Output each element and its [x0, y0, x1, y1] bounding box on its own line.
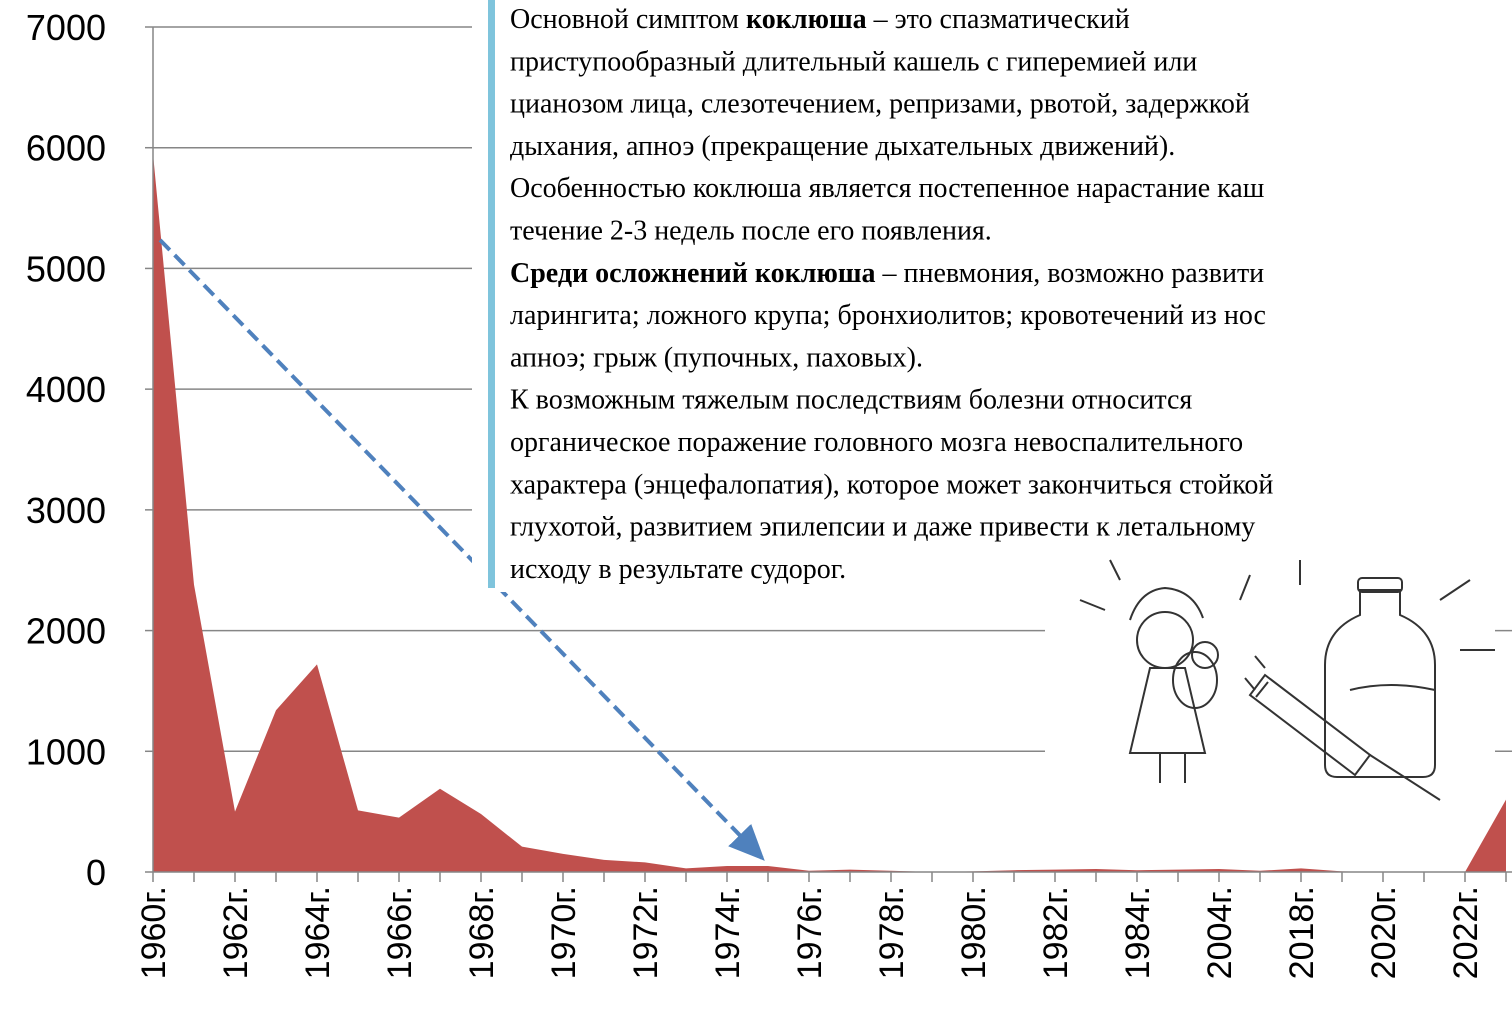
text-span: дыхания, апноэ (прекращение дыхательных …: [510, 131, 1175, 162]
text-span: К возможным тяжелым последствиям болезни…: [510, 385, 1192, 416]
page: 0 1000 2000 3000 4000 5000 6000 7000 1960г. 1962г…: [0, 0, 1512, 1028]
accent-bar: [488, 0, 495, 588]
y-tick-label: 0: [86, 852, 106, 893]
text-span: – пневмония, возможно развити: [876, 258, 1265, 289]
y-tick-label: 5000: [26, 248, 106, 289]
paragraph-line: ларингита; ложного крупа; бронхиолитов; …: [510, 300, 1266, 331]
x-tick-label: 1982г.: [1037, 886, 1075, 979]
x-tick-label: 1972г.: [627, 886, 665, 979]
x-tick-label: 1964г.: [299, 886, 337, 979]
text-span: апноэ; грыж (пупочных, паховых).: [510, 342, 923, 373]
x-tick-label: 1960г.: [135, 886, 173, 979]
text-span: Основной симптом: [510, 4, 746, 35]
illustration: [1045, 558, 1495, 810]
y-tick-label: 3000: [26, 490, 106, 531]
paragraph-line: Основной симптом коклюша – это спазматич…: [510, 4, 1130, 35]
x-tick-label: 1974г.: [709, 886, 747, 979]
text-span: характера (энцефалопатия), которое может…: [510, 469, 1273, 500]
y-tick-label: 1000: [26, 731, 106, 772]
paragraph-line: Среди осложнений коклюша – пневмония, во…: [510, 258, 1264, 289]
x-tick-label: 2022г.: [1447, 886, 1485, 979]
x-tick-label: 2004г.: [1201, 886, 1239, 979]
x-tick-label: 1966г.: [381, 886, 419, 979]
x-tick-label: 2018г.: [1283, 886, 1321, 979]
x-tick-label: 1970г.: [545, 886, 583, 979]
y-tick-label: 4000: [26, 369, 106, 410]
x-tick-label: 1968г.: [463, 886, 501, 979]
text-span: исходу в результате судорог.: [510, 554, 846, 585]
text-span: ларингита; ложного крупа; бронхиолитов; …: [510, 300, 1266, 331]
paragraph-line: приступообразный длительный кашель с гип…: [510, 46, 1197, 77]
text-span: Особенностью коклюша является постепенно…: [510, 173, 1265, 204]
text-span: течение 2-3 недель после его появления.: [510, 216, 992, 247]
text-span: органическое поражение головного мозга н…: [510, 427, 1243, 458]
x-tick-label: 1976г.: [791, 886, 829, 979]
paragraph-line: характера (энцефалопатия), которое может…: [510, 469, 1273, 500]
paragraph-line: дыхания, апноэ (прекращение дыхательных …: [510, 131, 1175, 162]
paragraph-line: апноэ; грыж (пупочных, паховых).: [510, 342, 923, 373]
paragraph-line: органическое поражение головного мозга н…: [510, 427, 1243, 458]
y-tick-label: 7000: [26, 7, 106, 48]
text-span: приступообразный длительный кашель с гип…: [510, 46, 1197, 77]
paragraph-line: Особенностью коклюша является постепенно…: [510, 173, 1265, 204]
y-tick-label: 6000: [26, 128, 106, 169]
paragraph-line: течение 2-3 недель после его появления.: [510, 216, 992, 247]
paragraph-line: цианозом лица, слезотечением, репризами,…: [510, 89, 1250, 120]
y-tick-label: 2000: [26, 611, 106, 652]
text-span: цианозом лица, слезотечением, репризами,…: [510, 89, 1250, 120]
text-span: – это спазматический: [867, 4, 1130, 35]
x-tick-label: 1984г.: [1119, 886, 1157, 979]
paragraph-line: исходу в результате судорог.: [510, 554, 846, 585]
x-tick-label: 1978г.: [873, 886, 911, 979]
slide: 0 1000 2000 3000 4000 5000 6000 7000 1960г. 1962г…: [0, 0, 1512, 1028]
x-tick-label: 1962г.: [217, 886, 255, 979]
bold-text: Среди осложнений коклюша: [510, 258, 876, 289]
bold-text: коклюша: [746, 4, 867, 35]
x-tick-label: 2020г.: [1365, 886, 1403, 979]
paragraph-line: глухотой, развитием эпилепсии и даже при…: [510, 512, 1255, 543]
x-tick-label: 1980г.: [955, 886, 993, 979]
text-span: глухотой, развитием эпилепсии и даже при…: [510, 512, 1255, 543]
paragraph-line: К возможным тяжелым последствиям болезни…: [510, 385, 1192, 416]
